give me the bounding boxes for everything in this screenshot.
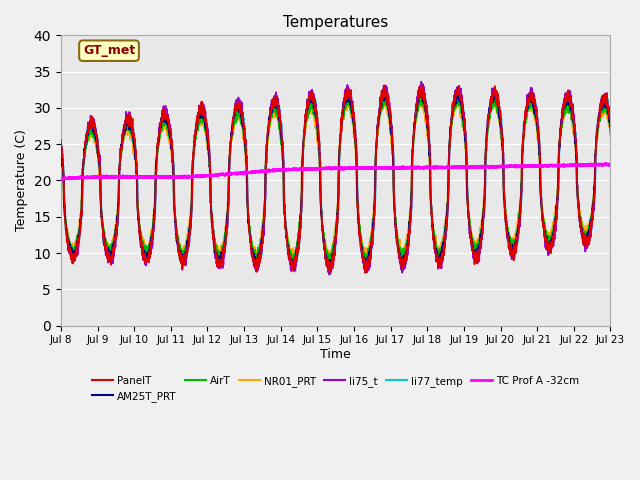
AirT: [326, 258, 333, 264]
TC Prof A -32cm: [152, 175, 160, 180]
AM25T_PRT: [152, 157, 160, 163]
li75_t: [537, 186, 545, 192]
li77_temp: [417, 82, 424, 88]
AirT: [292, 249, 300, 255]
AirT: [57, 148, 65, 154]
AM25T_PRT: [596, 107, 604, 112]
AM25T_PRT: [537, 193, 545, 199]
PanelT: [152, 167, 160, 173]
Text: GT_met: GT_met: [83, 44, 135, 57]
NR01_PRT: [268, 112, 275, 118]
li75_t: [120, 126, 127, 132]
PanelT: [57, 144, 65, 150]
PanelT: [607, 113, 614, 119]
Line: TC Prof A -32cm: TC Prof A -32cm: [61, 163, 611, 179]
AirT: [418, 92, 426, 98]
li77_temp: [326, 272, 334, 277]
TC Prof A -32cm: [537, 164, 545, 169]
AirT: [607, 127, 614, 133]
li77_temp: [607, 117, 614, 122]
li75_t: [596, 105, 604, 110]
AM25T_PRT: [292, 256, 300, 262]
li77_temp: [120, 128, 127, 134]
Line: li75_t: li75_t: [61, 82, 611, 275]
AM25T_PRT: [57, 147, 65, 153]
NR01_PRT: [289, 260, 297, 265]
TC Prof A -32cm: [120, 174, 127, 180]
li75_t: [607, 121, 614, 127]
NR01_PRT: [57, 145, 65, 151]
PanelT: [120, 131, 127, 137]
NR01_PRT: [537, 198, 545, 204]
li77_temp: [57, 138, 65, 144]
NR01_PRT: [596, 117, 604, 123]
li75_t: [326, 272, 333, 278]
PanelT: [292, 259, 300, 265]
Line: AM25T_PRT: AM25T_PRT: [61, 91, 611, 270]
NR01_PRT: [120, 133, 127, 139]
AirT: [152, 164, 160, 170]
Line: li77_temp: li77_temp: [61, 85, 611, 275]
li75_t: [57, 137, 65, 143]
Line: NR01_PRT: NR01_PRT: [61, 97, 611, 263]
Y-axis label: Temperature (C): Temperature (C): [15, 130, 28, 231]
TC Prof A -32cm: [602, 160, 609, 166]
TC Prof A -32cm: [596, 162, 604, 168]
Line: AirT: AirT: [61, 95, 611, 261]
li77_temp: [152, 164, 160, 169]
TC Prof A -32cm: [57, 176, 65, 182]
li77_temp: [537, 186, 545, 192]
li75_t: [417, 79, 425, 84]
NR01_PRT: [292, 247, 300, 253]
PanelT: [362, 270, 369, 276]
TC Prof A -32cm: [292, 167, 300, 172]
li77_temp: [292, 263, 300, 268]
PanelT: [596, 114, 604, 120]
AM25T_PRT: [120, 132, 127, 137]
X-axis label: Time: Time: [320, 348, 351, 361]
AirT: [120, 132, 127, 138]
NR01_PRT: [607, 133, 614, 139]
AirT: [596, 109, 604, 115]
AM25T_PRT: [268, 109, 275, 115]
li77_temp: [596, 107, 604, 112]
NR01_PRT: [152, 163, 160, 169]
TC Prof A -32cm: [58, 176, 66, 182]
TC Prof A -32cm: [607, 162, 614, 168]
AM25T_PRT: [455, 88, 463, 94]
AirT: [537, 188, 545, 193]
li77_temp: [268, 103, 275, 108]
li75_t: [152, 159, 160, 165]
PanelT: [380, 83, 388, 89]
AM25T_PRT: [607, 123, 614, 129]
li75_t: [268, 97, 275, 103]
Line: PanelT: PanelT: [61, 86, 611, 273]
AM25T_PRT: [289, 267, 297, 273]
AirT: [268, 111, 275, 117]
PanelT: [268, 106, 275, 112]
li75_t: [292, 267, 300, 273]
Title: Temperatures: Temperatures: [283, 15, 388, 30]
Legend: PanelT, AM25T_PRT, AirT, NR01_PRT, li75_t, li77_temp, TC Prof A -32cm: PanelT, AM25T_PRT, AirT, NR01_PRT, li75_…: [88, 372, 584, 406]
NR01_PRT: [451, 95, 459, 100]
TC Prof A -32cm: [268, 168, 276, 173]
PanelT: [537, 194, 545, 200]
